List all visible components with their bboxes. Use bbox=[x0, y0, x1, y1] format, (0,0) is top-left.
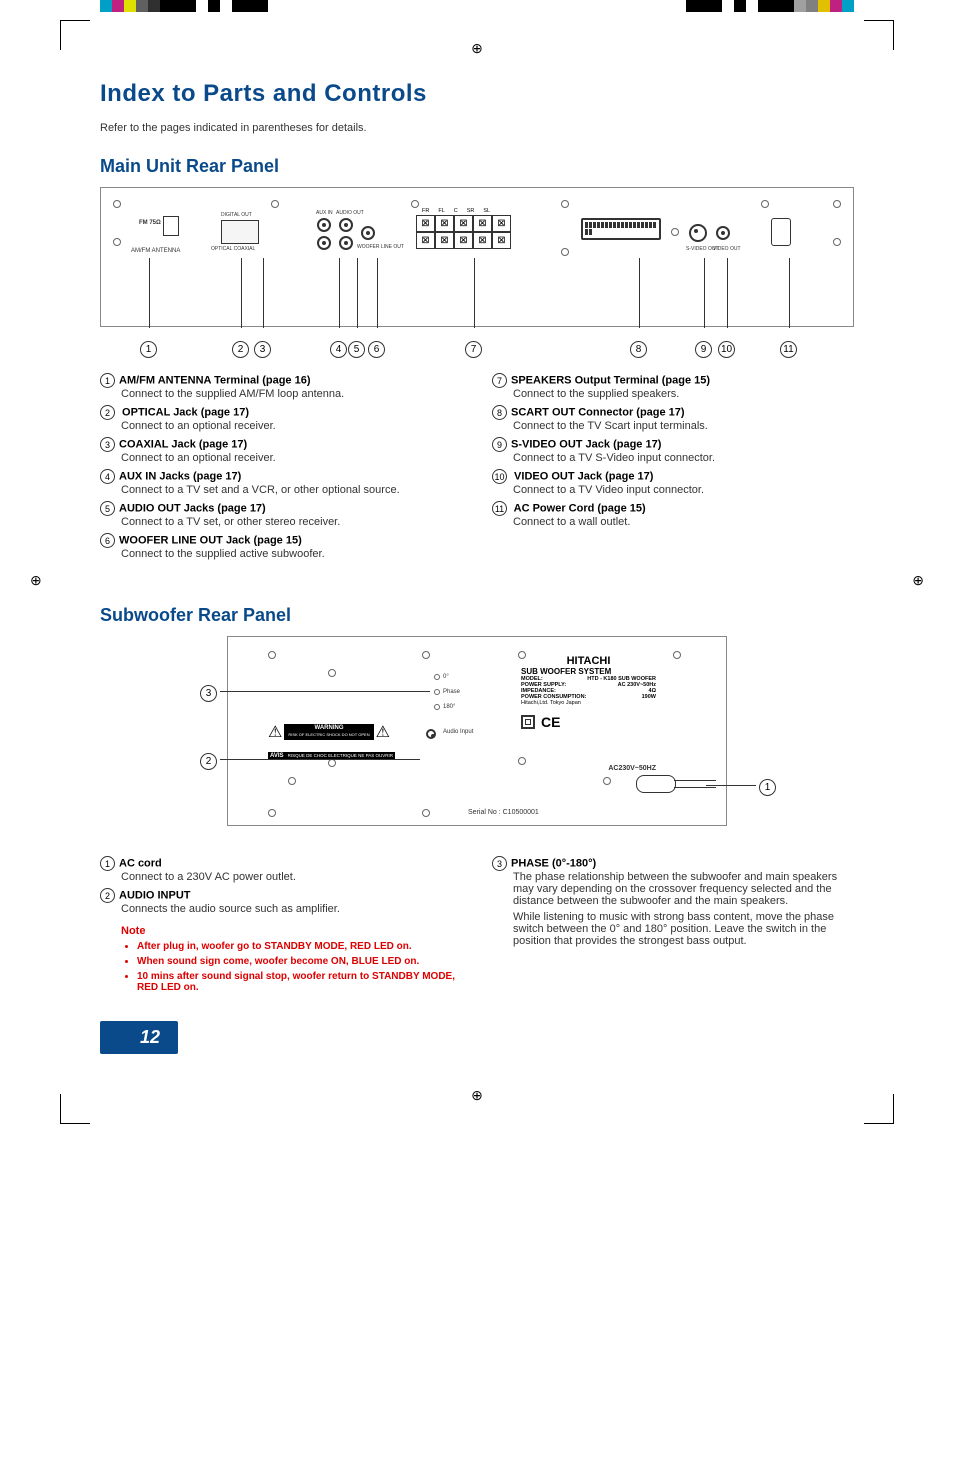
label-amfm: AM/FM ANTENNA bbox=[131, 248, 180, 254]
color-bar-left bbox=[100, 0, 268, 12]
page-title: Index to Parts and Controls bbox=[100, 80, 854, 108]
list-item: 2AUDIO INPUTConnects the audio source su… bbox=[100, 888, 462, 915]
registration-mark: ⊕ bbox=[471, 1087, 483, 1104]
crop-mark bbox=[864, 1094, 894, 1124]
list-item: 1AM/FM ANTENNA Terminal (page 16)Connect… bbox=[100, 373, 462, 400]
label-optical: OPTICAL COAXIAL bbox=[211, 246, 255, 252]
callout-4: 4 bbox=[330, 341, 347, 358]
list-item: 8SCART OUT Connector (page 17)Connect to… bbox=[492, 405, 854, 432]
list-item: 3COAXIAL Jack (page 17)Connect to an opt… bbox=[100, 437, 462, 464]
registration-mark: ⊕ bbox=[471, 40, 483, 57]
warning-label: ⚠ WARNINGRISK OF ELECTRIC SHOCK DO NOT O… bbox=[268, 722, 398, 762]
section-title-sub: Subwoofer Rear Panel bbox=[100, 605, 854, 626]
list-item: 6WOOFER LINE OUT Jack (page 15)Connect t… bbox=[100, 533, 462, 560]
callout-10: 10 bbox=[718, 341, 735, 358]
list-item: 9S-VIDEO OUT Jack (page 17)Connect to a … bbox=[492, 437, 854, 464]
crop-mark bbox=[864, 20, 894, 50]
intro-text: Refer to the pages indicated in parenthe… bbox=[100, 122, 854, 134]
subwoofer-rear-diagram: 0° Phase 180° Audio Input HITACHI SUB WO… bbox=[227, 636, 727, 826]
callout-8: 8 bbox=[630, 341, 647, 358]
note-item: After plug in, woofer go to STANDBY MODE… bbox=[137, 941, 462, 952]
callout-row: 1 23 456 7 8 9 10 11 bbox=[100, 333, 854, 363]
callout-6: 6 bbox=[368, 341, 385, 358]
callout-2: 2 bbox=[200, 753, 217, 770]
callout-7: 7 bbox=[465, 341, 482, 358]
main-descriptions: 1AM/FM ANTENNA Terminal (page 16)Connect… bbox=[100, 373, 854, 565]
double-insulation-icon bbox=[521, 715, 535, 729]
callout-5: 5 bbox=[348, 341, 365, 358]
section-title-main: Main Unit Rear Panel bbox=[100, 156, 854, 177]
crop-mark bbox=[60, 1094, 90, 1124]
list-item: 5AUDIO OUT Jacks (page 17)Connect to a T… bbox=[100, 501, 462, 528]
crop-mark bbox=[60, 20, 90, 50]
callout-11: 11 bbox=[780, 341, 797, 358]
warning-icon: ⚠ bbox=[268, 722, 282, 742]
registration-mark: ⊕ bbox=[912, 572, 924, 589]
speaker-terminal: FRFLCSRSL ⊠⊠⊠⊠⊠ ⊠⊠⊠⊠⊠ bbox=[416, 208, 511, 249]
crop-marks-top: ⊕ bbox=[0, 0, 954, 70]
callout-2: 2 bbox=[232, 341, 249, 358]
callout-3: 3 bbox=[200, 685, 217, 702]
color-bar-right bbox=[686, 0, 854, 12]
list-item: 11 AC Power Cord (page 15)Connect to a w… bbox=[492, 501, 854, 528]
callout-1: 1 bbox=[140, 341, 157, 358]
list-item: 4AUX IN Jacks (page 17)Connect to a TV s… bbox=[100, 469, 462, 496]
callout-9: 9 bbox=[695, 341, 712, 358]
ce-mark-icon: CE bbox=[541, 714, 560, 730]
note-item: 10 mins after sound signal stop, woofer … bbox=[137, 971, 462, 993]
label-fm: FM 75Ω bbox=[139, 220, 161, 226]
registration-mark: ⊕ bbox=[30, 572, 42, 589]
list-item: 10 VIDEO OUT Jack (page 17)Connect to a … bbox=[492, 469, 854, 496]
list-item: 2 OPTICAL Jack (page 17)Connect to an op… bbox=[100, 405, 462, 432]
page-content: Index to Parts and Controls Refer to the… bbox=[0, 70, 954, 1074]
crop-marks-bottom: ⊕ bbox=[0, 1074, 954, 1144]
callout-3: 3 bbox=[254, 341, 271, 358]
list-item: 1AC cordConnect to a 230V AC power outle… bbox=[100, 856, 462, 883]
list-item: 3PHASE (0°-180°)The phase relationship b… bbox=[492, 856, 854, 947]
list-item: 7SPEAKERS Output Terminal (page 15)Conne… bbox=[492, 373, 854, 400]
hitachi-label: HITACHI SUB WOOFER SYSTEM MODEL:HTD - K1… bbox=[521, 655, 656, 730]
shock-icon: ⚠ bbox=[376, 722, 390, 742]
sub-descriptions: 1AC cordConnect to a 230V AC power outle… bbox=[100, 856, 854, 997]
note-item: When sound sign come, woofer become ON, … bbox=[137, 956, 462, 967]
scart-connector bbox=[581, 218, 661, 240]
page-number: 12 bbox=[100, 1021, 178, 1054]
callout-1: 1 bbox=[759, 779, 776, 796]
main-rear-diagram: FM 75Ω AM/FM ANTENNA DIGITAL OUT OPTICAL… bbox=[100, 187, 854, 327]
note-heading: Note bbox=[100, 925, 462, 937]
